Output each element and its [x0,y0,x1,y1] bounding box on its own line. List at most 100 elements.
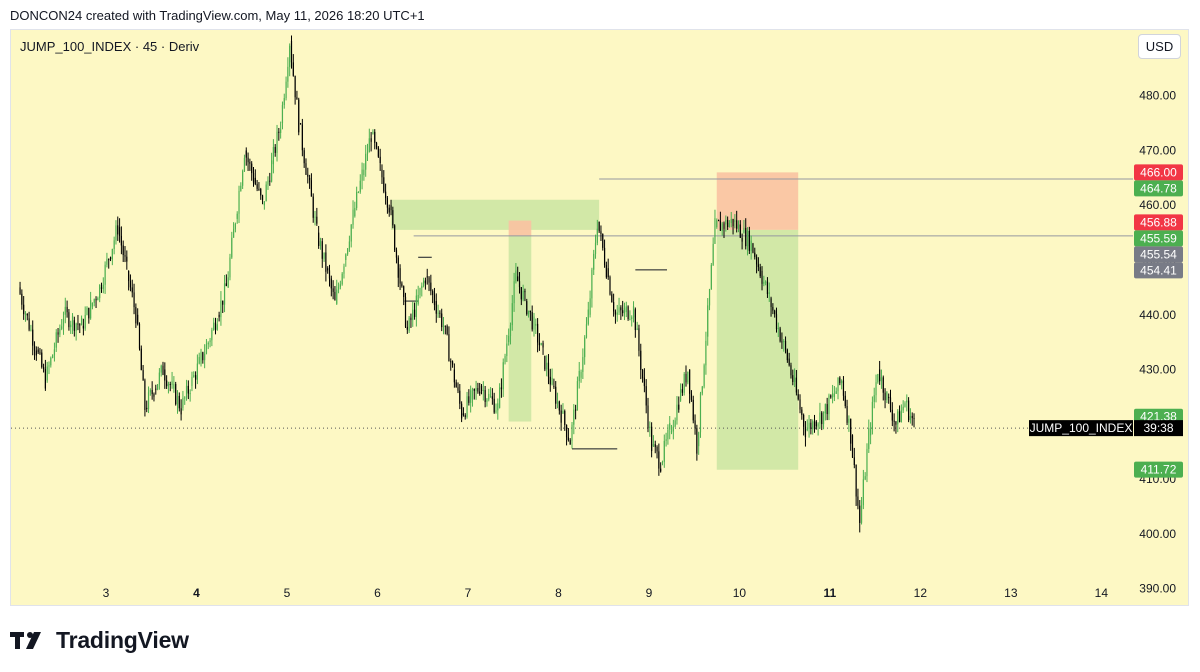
candle[interactable] [39,352,41,354]
candle[interactable] [213,322,215,330]
candle[interactable] [580,371,582,378]
candle[interactable] [377,147,379,157]
candle[interactable] [24,313,27,315]
candle[interactable] [352,209,354,225]
candle[interactable] [793,377,796,382]
candle[interactable] [23,304,25,315]
candle[interactable] [265,184,267,202]
candle[interactable] [243,157,246,171]
symbol-legend[interactable]: JUMP_100_INDEX · 45 · Deriv [20,39,200,54]
candle[interactable] [366,152,369,154]
candle[interactable] [775,314,778,330]
candle[interactable] [272,147,275,165]
candle[interactable] [707,305,709,337]
candle[interactable] [196,363,198,380]
candle[interactable] [585,324,588,338]
candle[interactable] [880,377,883,382]
candle[interactable] [153,394,155,397]
candle[interactable] [457,387,459,391]
candle[interactable] [598,221,600,232]
candle[interactable] [770,298,772,307]
candle[interactable] [459,390,461,404]
candle[interactable] [821,412,823,425]
candle[interactable] [42,367,45,370]
candle[interactable] [198,357,200,364]
candle[interactable] [194,375,197,380]
candle[interactable] [565,424,568,438]
candle[interactable] [891,409,893,421]
candle[interactable] [290,40,293,63]
candle[interactable] [678,404,680,410]
candle[interactable] [348,241,351,249]
candle[interactable] [658,451,660,469]
candle[interactable] [670,431,673,433]
candle[interactable] [613,302,615,312]
candle[interactable] [868,428,870,449]
candle[interactable] [274,147,276,153]
candle[interactable] [696,428,698,454]
candle[interactable] [261,195,264,201]
candle[interactable] [138,323,141,349]
candle[interactable] [754,252,756,257]
candle[interactable] [106,259,108,265]
candle[interactable] [761,270,763,284]
price-label-454-41[interactable] [1134,262,1183,279]
candle[interactable] [397,257,399,278]
candle[interactable] [99,285,101,299]
candle[interactable] [70,324,72,328]
candle[interactable] [661,461,664,463]
candle[interactable] [455,382,457,388]
candle[interactable] [616,312,618,315]
candle[interactable] [900,410,902,423]
candle[interactable] [122,245,124,256]
candle[interactable] [810,422,812,430]
candle[interactable] [160,365,162,373]
candle[interactable] [73,320,75,331]
candle[interactable] [667,429,669,440]
candle[interactable] [815,421,817,427]
candle[interactable] [182,397,184,408]
candle[interactable] [888,396,890,398]
candle[interactable] [62,319,65,327]
candle[interactable] [895,421,897,425]
candle[interactable] [218,314,220,318]
candle[interactable] [603,247,606,266]
candle[interactable] [386,198,389,208]
candle[interactable] [589,298,591,315]
candle[interactable] [803,414,805,427]
candle[interactable] [84,314,86,329]
candle[interactable] [437,312,439,314]
candle[interactable] [32,329,34,346]
candle[interactable] [853,457,855,465]
candle[interactable] [149,390,151,393]
candle[interactable] [611,294,613,303]
candle[interactable] [743,227,745,233]
candle[interactable] [681,389,683,393]
candle[interactable] [80,318,83,326]
candle[interactable] [582,357,584,372]
candle[interactable] [502,362,504,390]
red-zone-2[interactable] [716,172,799,230]
candle[interactable] [739,224,741,238]
candle[interactable] [430,282,432,292]
candle[interactable] [602,233,604,248]
candle[interactable] [886,391,888,401]
candle[interactable] [486,399,488,402]
candle[interactable] [356,191,358,208]
candle[interactable] [643,377,645,387]
candle[interactable] [129,280,132,288]
candle[interactable] [444,325,446,327]
candle[interactable] [144,380,146,410]
candle[interactable] [553,385,555,387]
candle[interactable] [283,98,285,105]
candle[interactable] [406,326,408,330]
candle[interactable] [155,388,157,390]
candle[interactable] [571,424,573,441]
candle[interactable] [605,265,607,278]
candle[interactable] [91,302,94,307]
candle[interactable] [723,223,725,229]
candle[interactable] [21,293,23,305]
candle[interactable] [755,256,758,265]
candle[interactable] [835,391,837,394]
candle[interactable] [607,268,609,278]
